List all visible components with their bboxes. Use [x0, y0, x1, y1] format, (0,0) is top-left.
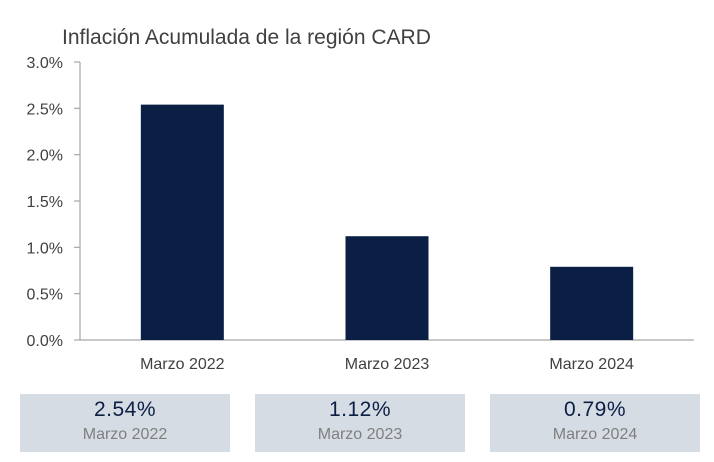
summary-label: Marzo 2023: [317, 426, 403, 443]
summary-cards: 2.54% Marzo 2022 1.12% Marzo 2023 0.79% …: [20, 394, 700, 452]
y-tick-label: 1.5%: [27, 194, 63, 211]
x-category-label: Marzo 2024: [549, 356, 634, 373]
summary-card-2024: 0.79% Marzo 2024: [490, 394, 700, 452]
bar-marzo-2024: [550, 266, 634, 340]
y-tick-label: 3.0%: [27, 55, 63, 72]
x-axis-labels: Marzo 2022 Marzo 2023 Marzo 2024: [140, 356, 634, 373]
chart-title: Inflación Acumulada de la región CARD: [62, 26, 431, 49]
y-axis-ticks: 0.0% 0.5% 1.0% 1.5% 2.0% 2.5% 3.0%: [27, 55, 80, 350]
bar-marzo-2023: [345, 236, 429, 340]
y-tick-label: 2.0%: [27, 148, 63, 165]
bars-group: [140, 104, 634, 340]
summary-label: Marzo 2024: [552, 426, 638, 443]
y-tick-label: 0.0%: [27, 333, 63, 350]
summary-value: 2.54%: [93, 398, 157, 421]
y-tick-label: 1.0%: [27, 240, 63, 257]
summary-card-2022: 2.54% Marzo 2022: [20, 394, 230, 452]
y-tick-label: 2.5%: [27, 101, 63, 118]
summary-value: 1.12%: [328, 398, 392, 421]
summary-card-2023: 1.12% Marzo 2023: [255, 394, 465, 452]
x-category-label: Marzo 2023: [345, 356, 430, 373]
y-tick-label: 0.5%: [27, 287, 63, 304]
summary-value: 0.79%: [563, 398, 627, 421]
bar-marzo-2022: [140, 104, 224, 340]
bar-chart: Inflación Acumulada de la región CARD 0.…: [27, 26, 694, 373]
x-category-label: Marzo 2022: [140, 356, 225, 373]
summary-label: Marzo 2022: [82, 426, 168, 443]
